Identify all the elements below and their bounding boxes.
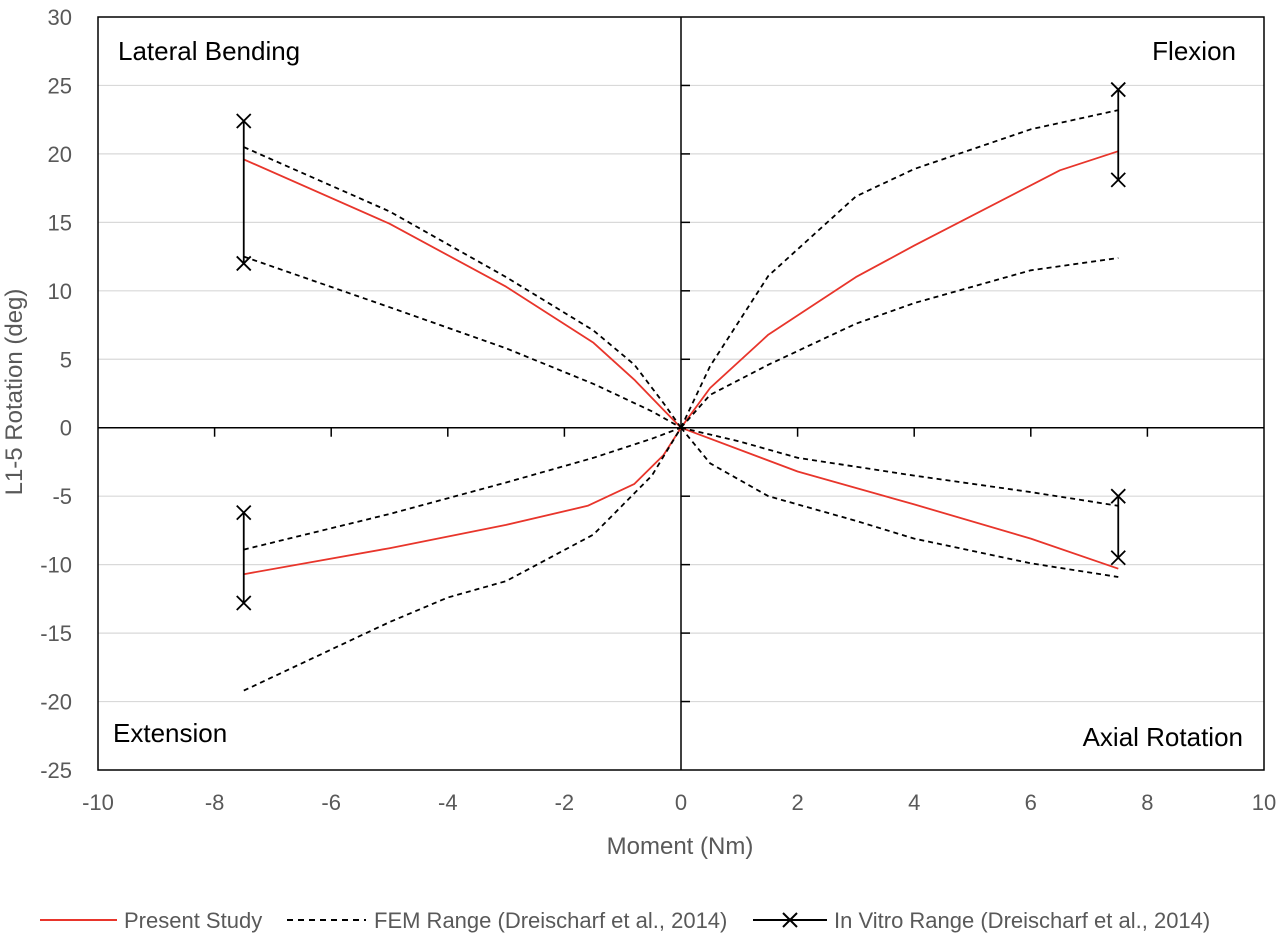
in-vitro-range-marker bbox=[1110, 172, 1126, 188]
axes bbox=[98, 17, 1264, 770]
in-vitro-range-marker bbox=[236, 255, 252, 272]
present-study-line bbox=[680, 426, 1119, 570]
fem-range-line bbox=[680, 109, 1119, 429]
in-vitro-range-marker bbox=[236, 113, 252, 129]
y-tick-label: -10 bbox=[40, 553, 72, 578]
y-tick-label: 5 bbox=[60, 347, 72, 372]
x-tick-label: 2 bbox=[791, 790, 803, 815]
fem-range-line bbox=[680, 426, 1119, 507]
x-tick-label: -6 bbox=[321, 790, 341, 815]
x-tick-label: 8 bbox=[1141, 790, 1153, 815]
x-tick-label: 4 bbox=[908, 790, 920, 815]
in-vitro-range-marker bbox=[1110, 488, 1126, 504]
y-tick-label: 30 bbox=[48, 5, 72, 30]
legend-label-present-study: Present Study bbox=[124, 908, 262, 933]
x-tick-label: -10 bbox=[82, 790, 114, 815]
fem-range-line bbox=[680, 427, 1119, 578]
legend-label-in-vitro-range: In Vitro Range (Dreischarf et al., 2014) bbox=[834, 908, 1210, 933]
in-vitro-range-marker bbox=[1110, 550, 1126, 566]
quadrant-label-bottom-right: Axial Rotation bbox=[1083, 722, 1243, 752]
in-vitro-range-marker bbox=[1110, 81, 1126, 98]
x-axis-title: Moment (Nm) bbox=[607, 833, 754, 860]
legend-label-fem-range: FEM Range (Dreischarf et al., 2014) bbox=[374, 908, 727, 933]
quadrant-label-bottom-left: Extension bbox=[113, 718, 227, 748]
x-tick-label: 0 bbox=[675, 790, 687, 815]
legend: Present Study FEM Range (Dreischarf et a… bbox=[40, 908, 1210, 933]
y-tick-label: 10 bbox=[48, 279, 72, 304]
y-tick-label: -25 bbox=[40, 758, 72, 783]
legend-marker-in-vitro-range bbox=[782, 912, 798, 928]
x-tick-label: -2 bbox=[555, 790, 575, 815]
quadrant-label-top-right: Flexion bbox=[1152, 36, 1236, 66]
fem-range-line bbox=[243, 427, 682, 692]
y-tick-label: -20 bbox=[40, 690, 72, 715]
quadrant-label-top-left: Lateral Bending bbox=[118, 36, 300, 66]
y-tick-label: -5 bbox=[52, 484, 72, 509]
present-study-line bbox=[680, 150, 1119, 429]
y-tick-label: -15 bbox=[40, 621, 72, 646]
y-axis-title: L1-5 Rotation (deg) bbox=[1, 289, 28, 496]
in-vitro-range-marker bbox=[236, 595, 252, 611]
present-study-line bbox=[243, 158, 682, 429]
y-tick-label: 15 bbox=[48, 210, 72, 235]
y-tick-label: 25 bbox=[48, 73, 72, 98]
present-study-line bbox=[243, 427, 682, 576]
fem-range-line bbox=[243, 146, 682, 429]
y-tick-label: 0 bbox=[60, 416, 72, 441]
x-tick-label: 10 bbox=[1252, 790, 1276, 815]
x-tick-label: -4 bbox=[438, 790, 458, 815]
y-tick-label: 20 bbox=[48, 142, 72, 167]
fem-range-line bbox=[243, 426, 682, 551]
x-tick-label: 6 bbox=[1025, 790, 1037, 815]
fem-range-line bbox=[243, 255, 682, 429]
x-tick-label: -8 bbox=[205, 790, 225, 815]
fem-range-line bbox=[680, 257, 1119, 429]
series-lines bbox=[236, 81, 1126, 692]
in-vitro-range-marker bbox=[236, 504, 252, 521]
